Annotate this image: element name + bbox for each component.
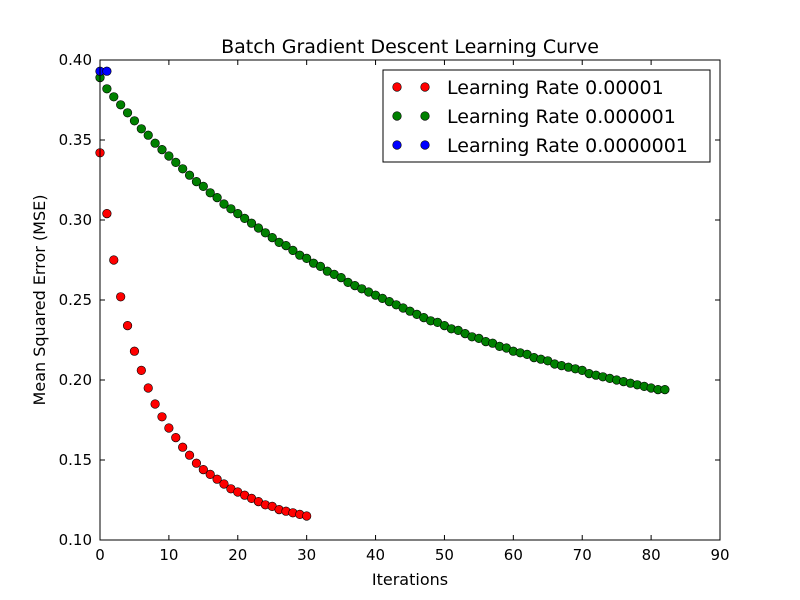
data-point xyxy=(122,108,133,118)
legend-marker xyxy=(392,82,402,92)
y-tick-label: 0.35 xyxy=(59,131,92,149)
legend-marker xyxy=(420,111,430,121)
data-point xyxy=(198,465,208,475)
x-tick-label: 90 xyxy=(710,546,729,564)
data-point xyxy=(150,399,160,409)
data-point xyxy=(212,193,222,203)
chart-title: Batch Gradient Descent Learning Curve xyxy=(221,36,599,58)
legend-marker xyxy=(420,82,430,92)
x-tick-label: 50 xyxy=(435,546,454,564)
data-point xyxy=(198,181,208,191)
y-tick-label: 0.40 xyxy=(59,51,92,69)
data-point xyxy=(240,213,250,223)
data-point xyxy=(102,84,112,94)
x-tick-label: 80 xyxy=(642,546,661,564)
data-point xyxy=(164,151,174,161)
data-point xyxy=(150,138,160,148)
data-point xyxy=(171,157,181,167)
y-axis-title: Mean Squared Error (MSE) xyxy=(30,195,49,406)
data-point xyxy=(267,233,277,243)
data-point xyxy=(116,100,126,110)
data-point xyxy=(219,199,229,209)
data-point xyxy=(302,253,312,263)
x-tick-label: 40 xyxy=(366,546,385,564)
legend-label: Learning Rate 0.000001 xyxy=(447,106,676,128)
y-tick-label: 0.15 xyxy=(59,451,92,469)
data-point xyxy=(171,433,181,443)
data-point xyxy=(184,170,195,180)
data-point xyxy=(336,273,346,283)
legend-marker xyxy=(392,111,402,121)
legend-item-2: Learning Rate 0.000001 xyxy=(392,106,676,128)
x-tick-label: 30 xyxy=(297,546,316,564)
data-point xyxy=(178,442,188,452)
data-point xyxy=(233,209,243,219)
y-tick-label: 0.25 xyxy=(59,291,92,309)
x-tick-label: 0 xyxy=(95,546,105,564)
data-point xyxy=(660,385,670,395)
legend-label: Learning Rate 0.0000001 xyxy=(447,135,688,157)
axis-layer: 0 10 20 30 40 50 60 70 80 90 0.10 0.15 0.20 0.25 0.30 0… xyxy=(59,51,730,564)
data-point xyxy=(102,209,112,219)
x-tick-label: 10 xyxy=(159,546,178,564)
legend: Learning Rate 0.00001 Learning Rate 0.000… xyxy=(382,69,711,163)
data-point xyxy=(219,479,229,489)
legend-marker xyxy=(392,140,402,150)
data-point xyxy=(157,412,167,422)
data-point xyxy=(212,474,222,484)
data-point xyxy=(109,255,119,265)
data-point xyxy=(281,241,291,251)
data-point xyxy=(143,383,153,393)
legend-marker xyxy=(420,140,430,150)
legend-label: Learning Rate 0.00001 xyxy=(447,77,664,99)
x-tick-label: 20 xyxy=(228,546,247,564)
data-point xyxy=(178,164,188,174)
data-point xyxy=(315,261,326,272)
x-tick-label: 60 xyxy=(504,546,523,564)
data-point xyxy=(143,130,153,140)
data-point xyxy=(226,204,236,214)
data-point xyxy=(116,292,126,302)
legend-item-1: Learning Rate 0.00001 xyxy=(392,77,664,99)
data-point xyxy=(109,92,119,102)
y-tick-label: 0.30 xyxy=(59,211,92,229)
legend-box xyxy=(382,69,711,163)
x-axis-title: Iterations xyxy=(372,570,448,589)
series-2 xyxy=(95,72,670,395)
data-point xyxy=(122,321,133,331)
data-point xyxy=(191,458,202,468)
legend-item-3: Learning Rate 0.0000001 xyxy=(392,135,688,157)
data-point xyxy=(129,116,140,126)
y-tick-label: 0.10 xyxy=(59,531,92,549)
data-point xyxy=(191,177,202,187)
data-point xyxy=(288,245,298,255)
series-3 xyxy=(95,66,112,76)
series-1 xyxy=(95,148,312,521)
data-point xyxy=(205,188,215,198)
x-tick-label: 70 xyxy=(573,546,592,564)
data-point xyxy=(184,450,195,460)
data-point xyxy=(136,365,146,376)
y-tick-label: 0.20 xyxy=(59,371,92,389)
data-point xyxy=(129,346,140,356)
plot-layer xyxy=(95,66,670,521)
data-point xyxy=(164,423,174,433)
data-point xyxy=(136,124,146,134)
data-point xyxy=(260,228,270,238)
data-point xyxy=(253,223,264,233)
data-point xyxy=(205,469,215,480)
data-point xyxy=(302,511,312,521)
data-point xyxy=(102,66,112,76)
data-point xyxy=(157,145,167,155)
data-point xyxy=(246,218,257,228)
